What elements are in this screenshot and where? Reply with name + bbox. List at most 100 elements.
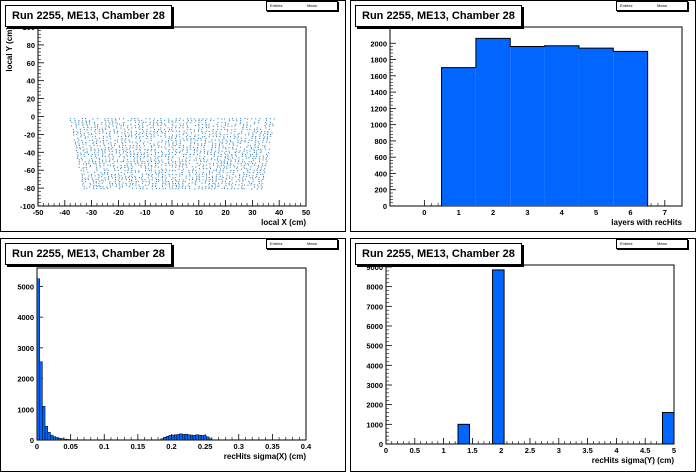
scatter-point xyxy=(151,188,153,190)
scatter-point xyxy=(262,159,264,161)
scatter-point xyxy=(104,123,106,125)
scatter-point xyxy=(197,143,199,145)
scatter-point xyxy=(150,145,152,147)
scatter-point xyxy=(210,154,212,156)
scatter-point xyxy=(147,159,149,161)
scatter-point xyxy=(171,137,173,139)
scatter-point xyxy=(124,165,126,167)
scatter-point xyxy=(211,141,213,143)
scatter-point xyxy=(183,154,185,156)
scatter-point xyxy=(99,164,101,166)
scatter-point xyxy=(106,186,108,188)
x-tick-label: 0 xyxy=(35,442,39,451)
scatter-point xyxy=(212,132,214,134)
scatter-point xyxy=(121,184,123,186)
scatter-point xyxy=(125,183,127,185)
scatter-point xyxy=(101,155,103,157)
scatter-point xyxy=(146,125,148,127)
scatter-point xyxy=(143,152,145,154)
scatter-point xyxy=(79,147,81,149)
scatter-point xyxy=(262,139,264,141)
scatter-point xyxy=(171,166,173,168)
y-tick-label: 5000 xyxy=(366,342,383,351)
x-axis-label: local X (cm) xyxy=(261,218,306,227)
scatter-point xyxy=(236,120,238,122)
scatter-point xyxy=(158,141,160,143)
scatter-point xyxy=(265,123,267,125)
scatter-point xyxy=(138,171,140,173)
scatter-point xyxy=(73,139,75,141)
scatter-point xyxy=(175,137,177,139)
scatter-point xyxy=(221,161,223,163)
scatter-point xyxy=(182,179,184,181)
scatter-point xyxy=(139,132,141,134)
scatter-point xyxy=(98,129,100,131)
scatter-point xyxy=(120,127,122,129)
scatter-point xyxy=(178,181,180,183)
scatter-point xyxy=(195,173,197,175)
scatter-point xyxy=(104,150,106,152)
scatter-point xyxy=(194,188,196,190)
scatter-point xyxy=(261,183,263,185)
scatter-point xyxy=(133,161,135,163)
scatter-point xyxy=(181,172,183,174)
scatter-point xyxy=(196,139,198,141)
histogram-bar xyxy=(44,425,49,441)
scatter-point xyxy=(111,174,113,176)
scatter-point xyxy=(175,118,177,120)
scatter-point xyxy=(84,118,86,120)
scatter-point xyxy=(153,145,155,147)
scatter-point xyxy=(74,118,76,120)
scatter-point xyxy=(124,166,126,168)
scatter-point xyxy=(116,127,118,129)
scatter-point xyxy=(185,153,187,155)
panel-sigma-x: 0 0.05 0.1 0.15 0.2 0.25 0.3 0.35 0.4 0 1000 2000 30… xyxy=(0,238,346,472)
histogram-bar xyxy=(55,437,59,441)
scatter-point xyxy=(182,134,184,136)
scatter-point xyxy=(240,186,242,188)
scatter-point xyxy=(147,155,149,157)
scatter-point xyxy=(114,177,116,179)
scatter-point xyxy=(207,153,209,155)
scatter-point xyxy=(156,132,158,134)
x-tick-label: 1 xyxy=(457,208,461,217)
histogram-bar xyxy=(63,438,67,441)
scatter-point xyxy=(204,182,206,184)
scatter-point xyxy=(108,121,110,123)
scatter-point xyxy=(96,187,98,189)
scatter-point xyxy=(158,187,160,189)
scatter-point xyxy=(228,120,230,122)
scatter-point xyxy=(134,118,136,120)
scatter-point xyxy=(120,165,122,167)
scatter-point xyxy=(169,152,171,154)
y-tick-label: 8000 xyxy=(366,283,383,292)
scatter-point xyxy=(87,136,89,138)
histogram-bar xyxy=(441,67,476,206)
scatter-point xyxy=(91,139,93,141)
scatter-point xyxy=(132,187,134,189)
scatter-point xyxy=(85,141,87,143)
scatter-point xyxy=(181,173,183,175)
scatter-point xyxy=(113,130,115,132)
scatter-point xyxy=(88,163,90,165)
scatter-point xyxy=(267,155,269,157)
scatter-point xyxy=(105,128,107,130)
scatter-point xyxy=(118,175,120,177)
scatter-point xyxy=(205,122,207,124)
scatter-point xyxy=(202,164,204,166)
scatter-point xyxy=(251,136,253,138)
scatter-point xyxy=(212,145,214,147)
scatter-point xyxy=(84,177,86,179)
scatter-point xyxy=(237,140,239,142)
scatter-point xyxy=(219,175,221,177)
plot-title: Run 2255, ME13, Chamber 28 xyxy=(355,243,522,265)
scatter-point xyxy=(144,162,146,164)
scatter-point xyxy=(168,184,170,186)
scatter-point xyxy=(186,125,188,127)
scatter-point xyxy=(188,162,190,164)
scatter-point xyxy=(118,145,120,147)
scatter-point xyxy=(259,128,261,130)
scatter-point xyxy=(156,122,158,124)
scatter-point xyxy=(175,161,177,163)
scatter-point xyxy=(206,177,208,179)
